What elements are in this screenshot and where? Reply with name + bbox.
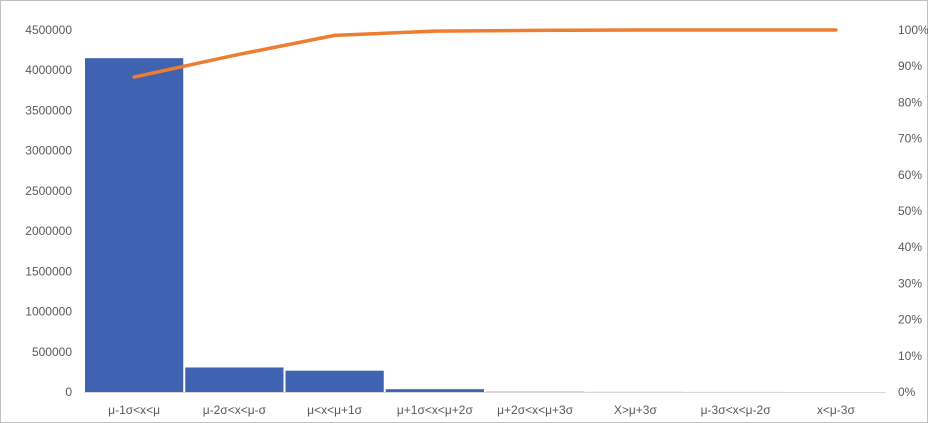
x-axis-categories: μ-1σ<x<μ μ-2σ<x<μ-σ μ<x<μ+1σ μ+1σ<x<μ+2σ μ+2… (108, 403, 855, 417)
x-tick-label: μ+1σ<x<μ+2σ (397, 403, 474, 417)
cumulative-line (132, 28, 838, 79)
y2-tick-label: 0% (898, 385, 916, 399)
x-tick-label: x<μ-3σ (817, 403, 856, 417)
y2-tick-label: 80% (898, 95, 922, 109)
bar (85, 58, 184, 393)
x-tick-label: μ-2σ<x<μ-σ (203, 403, 267, 417)
y2-tick-label: 10% (898, 349, 922, 363)
x-tick-label: X>μ+3σ (614, 403, 658, 417)
y-tick-label: 4500000 (25, 23, 72, 37)
y2-axis-ticks: 0% 10% 20% 30% 40% 50% 60% 70% 80% 90% 100% (898, 23, 928, 399)
bar-series (85, 58, 785, 393)
x-tick-label: μ<x<μ+1σ (307, 403, 363, 417)
bar (385, 389, 484, 392)
y2-tick-label: 30% (898, 276, 922, 290)
x-tick-label: μ-1σ<x<μ (108, 403, 160, 417)
y-tick-label: 2000000 (25, 224, 72, 238)
y-tick-label: 3500000 (25, 103, 72, 117)
bar (285, 370, 384, 392)
y-axis-ticks: 0 500000 1000000 1500000 2000000 2500000 30000… (25, 23, 72, 399)
y-tick-label: 3000000 (25, 144, 72, 158)
bar (185, 367, 284, 392)
y2-tick-label: 60% (898, 168, 922, 182)
y2-tick-label: 40% (898, 240, 922, 254)
y2-tick-label: 90% (898, 59, 922, 73)
y2-tick-label: 70% (898, 132, 922, 146)
y-tick-label: 1000000 (25, 305, 72, 319)
y-tick-label: 4000000 (25, 63, 72, 77)
y-tick-label: 2500000 (25, 184, 72, 198)
x-tick-label: μ-3σ<x<μ-2σ (701, 403, 772, 417)
y2-tick-label: 20% (898, 313, 922, 327)
y-tick-label: 0 (65, 385, 72, 399)
y-tick-label: 1500000 (25, 264, 72, 278)
x-tick-label: μ+2σ<x<μ+3σ (497, 403, 574, 417)
y-tick-label: 500000 (32, 345, 72, 359)
y2-tick-label: 50% (898, 204, 922, 218)
y2-tick-label: 100% (898, 23, 928, 37)
